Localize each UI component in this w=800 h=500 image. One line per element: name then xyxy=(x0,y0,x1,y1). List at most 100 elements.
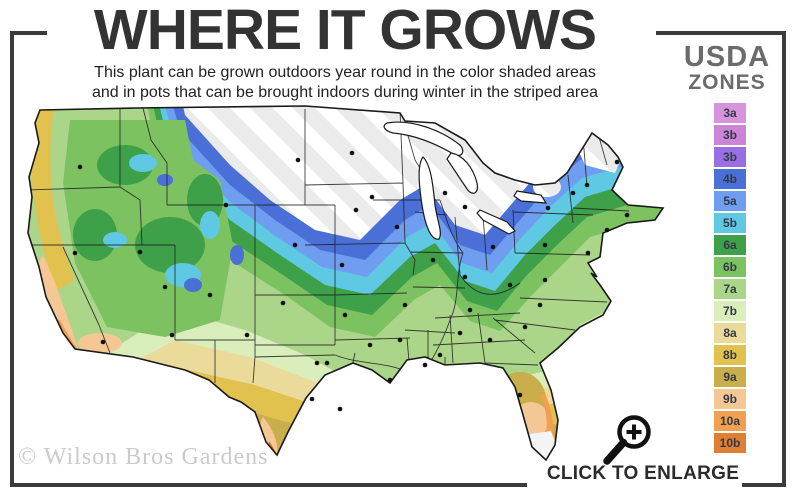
city-dot xyxy=(430,257,436,263)
city-dot xyxy=(584,182,590,188)
lake-michigan xyxy=(418,156,441,240)
frame-top-left xyxy=(10,31,47,35)
city-dot xyxy=(614,159,620,165)
city-dot xyxy=(570,190,576,196)
city-dot xyxy=(77,164,83,170)
city-dot xyxy=(487,337,493,343)
subtitle-line-1: This plant can be grown outdoors year ro… xyxy=(94,64,596,81)
city-dot xyxy=(353,207,359,213)
city-dot xyxy=(422,362,428,368)
city-dot xyxy=(542,242,548,248)
florida-excluded-tip xyxy=(523,431,557,460)
page-title: WHERE IT GROWS xyxy=(93,0,597,62)
legend-zone-4b: 4b xyxy=(714,169,746,189)
legend-zone-5a: 5a xyxy=(714,191,746,211)
mountain-cold-patch xyxy=(103,232,127,248)
us-outline xyxy=(27,105,665,462)
city-dot xyxy=(522,324,528,330)
click-to-enlarge-label[interactable]: CLICK TO ENLARGE xyxy=(546,463,740,484)
frame-right xyxy=(782,31,786,487)
city-dot xyxy=(223,202,229,208)
arizona-warm-patch xyxy=(78,333,122,353)
mountain-cold-patch xyxy=(129,154,157,172)
city-dot xyxy=(309,396,315,402)
florida-east-rim xyxy=(540,393,554,443)
subtitle: This plant can be grown outdoors year ro… xyxy=(25,63,665,103)
city-dot xyxy=(542,277,548,283)
lake-huron xyxy=(446,152,478,194)
legend-zone-3a: 3a xyxy=(714,103,746,123)
watermark: © Wilson Bros Gardens xyxy=(18,444,269,470)
city-dot xyxy=(604,227,610,233)
mountain-cold-patch xyxy=(157,174,173,186)
legend-zone-5b: 5b xyxy=(714,213,746,233)
city-dot xyxy=(402,302,408,308)
city-dot xyxy=(342,312,348,318)
pacific-coast-strip xyxy=(30,106,75,290)
city-dot xyxy=(337,406,343,412)
legend-zone-6a: 6a xyxy=(714,235,746,255)
zone-legend: 3a 3b 3b 4b 5a 5b 6a 6b 7a 7b 8a 8b 9a 9b 10a 10b xyxy=(714,103,746,455)
legend-zone-9a: 9a xyxy=(714,367,746,387)
city-dot xyxy=(339,262,345,268)
city-dot xyxy=(162,284,168,290)
city-dot xyxy=(72,250,78,256)
legend-zone-10b: 10b xyxy=(714,433,746,453)
mountain-cold-patch xyxy=(184,278,202,292)
south-texas-warm xyxy=(260,417,278,457)
city-dot xyxy=(280,300,286,306)
city-dot xyxy=(624,212,630,218)
city-dot xyxy=(545,205,551,211)
city-dot xyxy=(397,337,403,343)
mountain-cold-patch xyxy=(230,245,244,265)
zone-shading xyxy=(28,106,663,460)
frame-left xyxy=(10,31,14,487)
legend-zone-6b: 6b xyxy=(714,257,746,277)
city-dots xyxy=(72,150,630,412)
striped-overwinter-area xyxy=(170,106,663,240)
legend-zone-9b: 9b xyxy=(714,389,746,409)
city-dot xyxy=(387,377,393,383)
great-lakes xyxy=(383,121,548,240)
city-dot xyxy=(244,332,250,338)
city-dot xyxy=(507,282,513,288)
city-dot xyxy=(369,194,375,200)
city-dot xyxy=(585,250,591,256)
city-dot xyxy=(367,342,373,348)
city-dot xyxy=(537,302,543,308)
city-dot xyxy=(437,352,443,358)
city-dot xyxy=(457,330,463,336)
lake-ontario xyxy=(513,190,548,204)
city-dot xyxy=(394,224,400,230)
city-dot xyxy=(490,244,496,250)
legend-zone-7b: 7b xyxy=(714,301,746,321)
legend-zone-8b: 8b xyxy=(714,345,746,365)
frame-top-right xyxy=(656,31,786,35)
legend-zone-10a: 10a xyxy=(714,411,746,431)
usda-zones-heading: USDA ZONES xyxy=(672,42,782,94)
city-dot xyxy=(462,274,468,280)
city-dot xyxy=(100,339,106,345)
frame-bottom-right xyxy=(742,483,786,487)
city-dot xyxy=(314,360,320,366)
legend-zone-8a: 8a xyxy=(714,323,746,343)
west-forest-patch xyxy=(73,209,117,261)
legend-zone-7a: 7a xyxy=(714,279,746,299)
city-dot xyxy=(442,190,448,196)
legend-zone-3b: 3b xyxy=(714,125,746,145)
city-dot xyxy=(292,242,298,248)
magnifier-plus-icon[interactable] xyxy=(598,410,662,468)
city-dot xyxy=(324,360,330,366)
usda-zone-map[interactable] xyxy=(15,105,665,477)
city-dot xyxy=(462,204,468,210)
legend-zone-3b: 3b xyxy=(714,147,746,167)
mountain-cold-patch xyxy=(200,211,220,239)
florida-south-rim xyxy=(503,429,527,441)
city-dot xyxy=(169,332,175,338)
frame-bottom-left xyxy=(10,483,527,487)
city-dot xyxy=(295,157,301,163)
subtitle-line-2: and in pots that can be brought indoors … xyxy=(91,84,599,101)
city-dot xyxy=(207,292,213,298)
usda-heading-line1: USDA xyxy=(683,41,771,73)
